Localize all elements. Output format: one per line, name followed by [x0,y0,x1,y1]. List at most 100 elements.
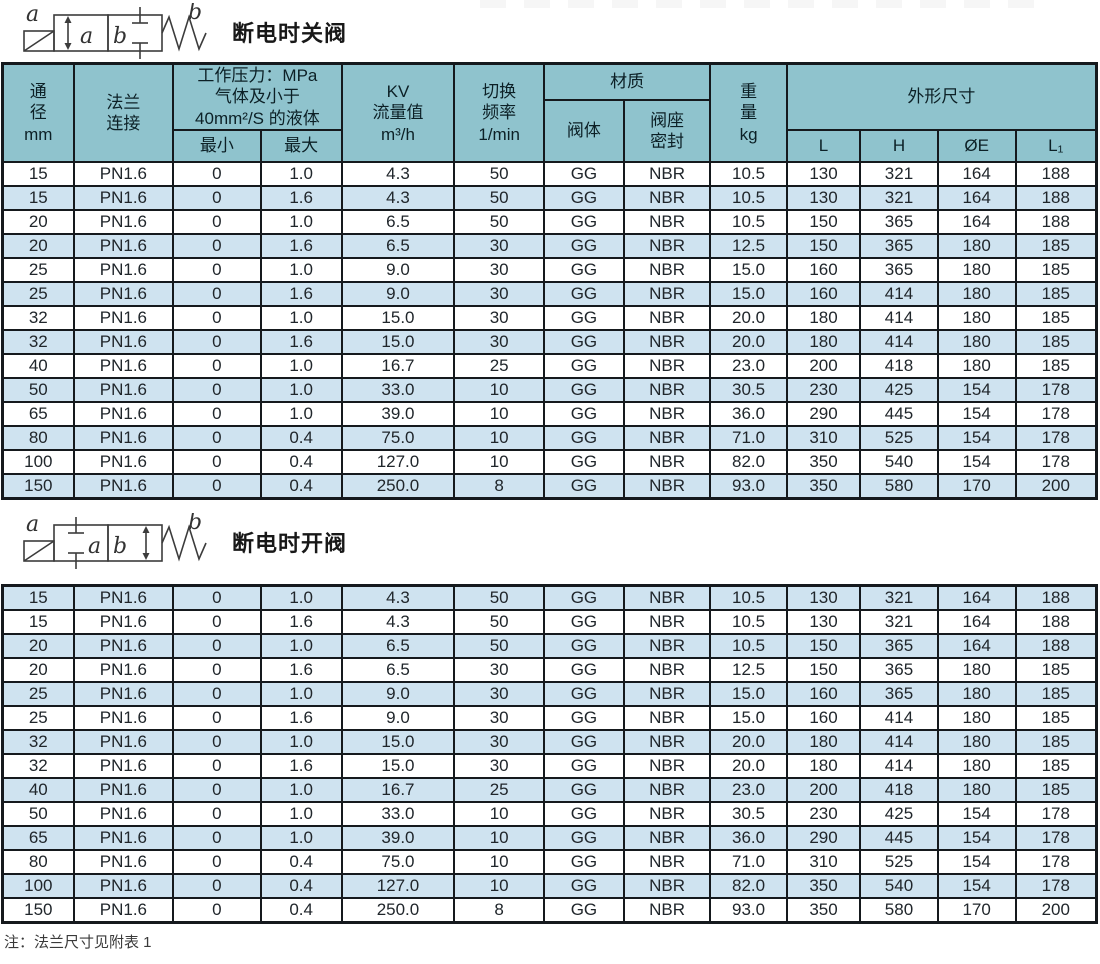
table-cell: 65 [1,824,75,851]
table-cell: PN1.6 [72,800,175,827]
table-cell: 185 [1014,256,1098,283]
table-cell: 36.0 [709,824,788,851]
table-row: 40 PN1.6 0 1.0 16.7 25 GG NBR 23.0 200 418 180 185 [1,776,1098,803]
table-cell: 10 [453,448,545,475]
table-cell: 0 [172,304,262,331]
table-cell: 10 [453,800,545,827]
table-cell: NBR [622,776,712,803]
table-cell: NBR [622,280,712,307]
table-cell: 50 [1,800,75,827]
table-cell: 185 [1014,304,1098,331]
table-cell: GG [543,752,625,779]
table-cell: 50 [453,160,545,187]
col-header-pressure-min: 最小 [172,128,262,163]
table-cell: 525 [859,424,939,451]
table-cell: 0 [172,328,262,355]
table-row: 100 PN1.6 0 0.4 127.0 10 GG NBR 82.0 350 540 154 178 [1,448,1098,475]
col-header-dim-h: H [859,128,939,163]
table-cell: 188 [1014,160,1098,187]
col-header-pressure-group: 工作压力：MPa 气体及小于 40mm²/S 的液体 [172,62,343,131]
col-header-dim-oe: ØE [936,128,1017,163]
table-cell: 8 [453,472,545,500]
table-cell: 0 [172,632,262,659]
table-cell: GG [543,400,625,427]
table-cell: 580 [859,896,939,924]
table-cell: 188 [1014,632,1098,659]
section-header-close-valve: a b a b 断电时关阀 [0,0,1100,62]
table-cell: 93.0 [709,896,788,924]
table-cell: 1.0 [259,160,343,187]
table-cell: 350 [785,448,862,475]
table-cell: 0 [172,704,262,731]
table-cell: 75.0 [340,848,456,875]
table-cell: 230 [785,376,862,403]
table-cell: 310 [785,848,862,875]
svg-text:b: b [188,3,202,25]
svg-text:a: a [26,3,39,27]
table-cell: 40 [1,776,75,803]
table-cell: 1.0 [259,824,343,851]
table-cell: PN1.6 [72,872,175,899]
table-cell: 75.0 [340,424,456,451]
table-cell: 23.0 [709,352,788,379]
table-cell: GG [543,872,625,899]
table-cell: 39.0 [340,400,456,427]
table-row: 20 PN1.6 0 1.0 6.5 50 GG NBR 10.5 150 365 164 188 [1,632,1098,659]
table-cell: 50 [453,608,545,635]
table-cell: 180 [936,232,1017,259]
table-cell: PN1.6 [72,424,175,451]
table-cell: 1.6 [259,328,343,355]
table-cell: 178 [1014,400,1098,427]
table-cell: 188 [1014,584,1098,611]
table-cell: 0 [172,208,262,235]
svg-text:b: b [113,24,127,49]
table-cell: 180 [936,328,1017,355]
footnote: 注：法兰尺寸见附表 1 [4,933,152,951]
table-cell: 350 [785,472,862,500]
table-cell: 160 [785,280,862,307]
table-cell: 150 [785,632,862,659]
table-cell: PN1.6 [72,160,175,187]
table-cell: 71.0 [709,848,788,875]
table-row: 65 PN1.6 0 1.0 39.0 10 GG NBR 36.0 290 445 154 178 [1,824,1098,851]
table-cell: 0.4 [259,424,343,451]
table-row: 32 PN1.6 0 1.6 15.0 30 GG NBR 20.0 180 414 180 185 [1,328,1098,355]
table-cell: 180 [936,304,1017,331]
table-cell: 160 [785,680,862,707]
table-row: 32 PN1.6 0 1.0 15.0 30 GG NBR 20.0 180 414 180 185 [1,304,1098,331]
table-cell: GG [543,280,625,307]
table-row: 25 PN1.6 0 1.6 9.0 30 GG NBR 15.0 160 414 180 185 [1,280,1098,307]
valve-symbol-open-icon: a b a b [23,513,207,569]
table-cell: 160 [785,256,862,283]
table-cell: 23.0 [709,776,788,803]
col-header-dims-group: 外形尺寸 [785,62,1098,131]
table-cell: 290 [785,824,862,851]
table-cell: 321 [859,584,939,611]
table-cell: 0.4 [259,872,343,899]
table-cell: 10 [453,872,545,899]
table-cell: 82.0 [709,872,788,899]
table-cell: 10 [453,824,545,851]
table-cell: 185 [1014,752,1098,779]
table-cell: 127.0 [340,448,456,475]
table-cell: 414 [859,752,939,779]
table-cell: 65 [1,400,75,427]
table-row: 65 PN1.6 0 1.0 39.0 10 GG NBR 36.0 290 445 154 178 [1,400,1098,427]
table-cell: 1.0 [259,776,343,803]
table-cell: 0 [172,896,262,924]
table-cell: 30 [453,656,545,683]
table-cell: 30 [453,704,545,731]
table-cell: 32 [1,328,75,355]
table-cell: PN1.6 [72,656,175,683]
table-cell: GG [543,472,625,500]
table-cell: 188 [1014,184,1098,211]
table-cell: 164 [936,608,1017,635]
table-cell: 185 [1014,232,1098,259]
table-cell: 1.0 [259,208,343,235]
table-cell: NBR [622,208,712,235]
table-cell: 418 [859,776,939,803]
table-cell: 30.5 [709,376,788,403]
table-cell: 365 [859,208,939,235]
table-row: 15 PN1.6 0 1.0 4.3 50 GG NBR 10.5 130 321 164 188 [1,584,1098,611]
